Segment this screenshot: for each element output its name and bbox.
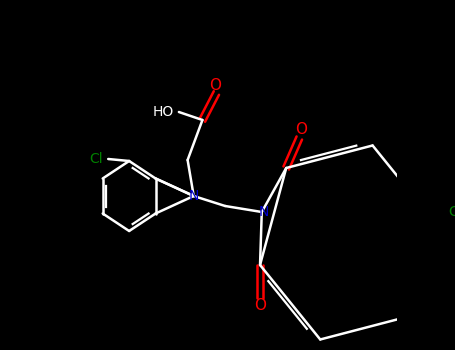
Text: O: O [254, 299, 266, 314]
Text: N: N [258, 205, 269, 219]
Text: HO: HO [152, 105, 174, 119]
Text: N: N [188, 189, 199, 203]
Text: O: O [209, 77, 221, 92]
Text: Cl: Cl [89, 152, 103, 166]
Text: Cl: Cl [448, 205, 455, 219]
Text: O: O [295, 122, 307, 138]
